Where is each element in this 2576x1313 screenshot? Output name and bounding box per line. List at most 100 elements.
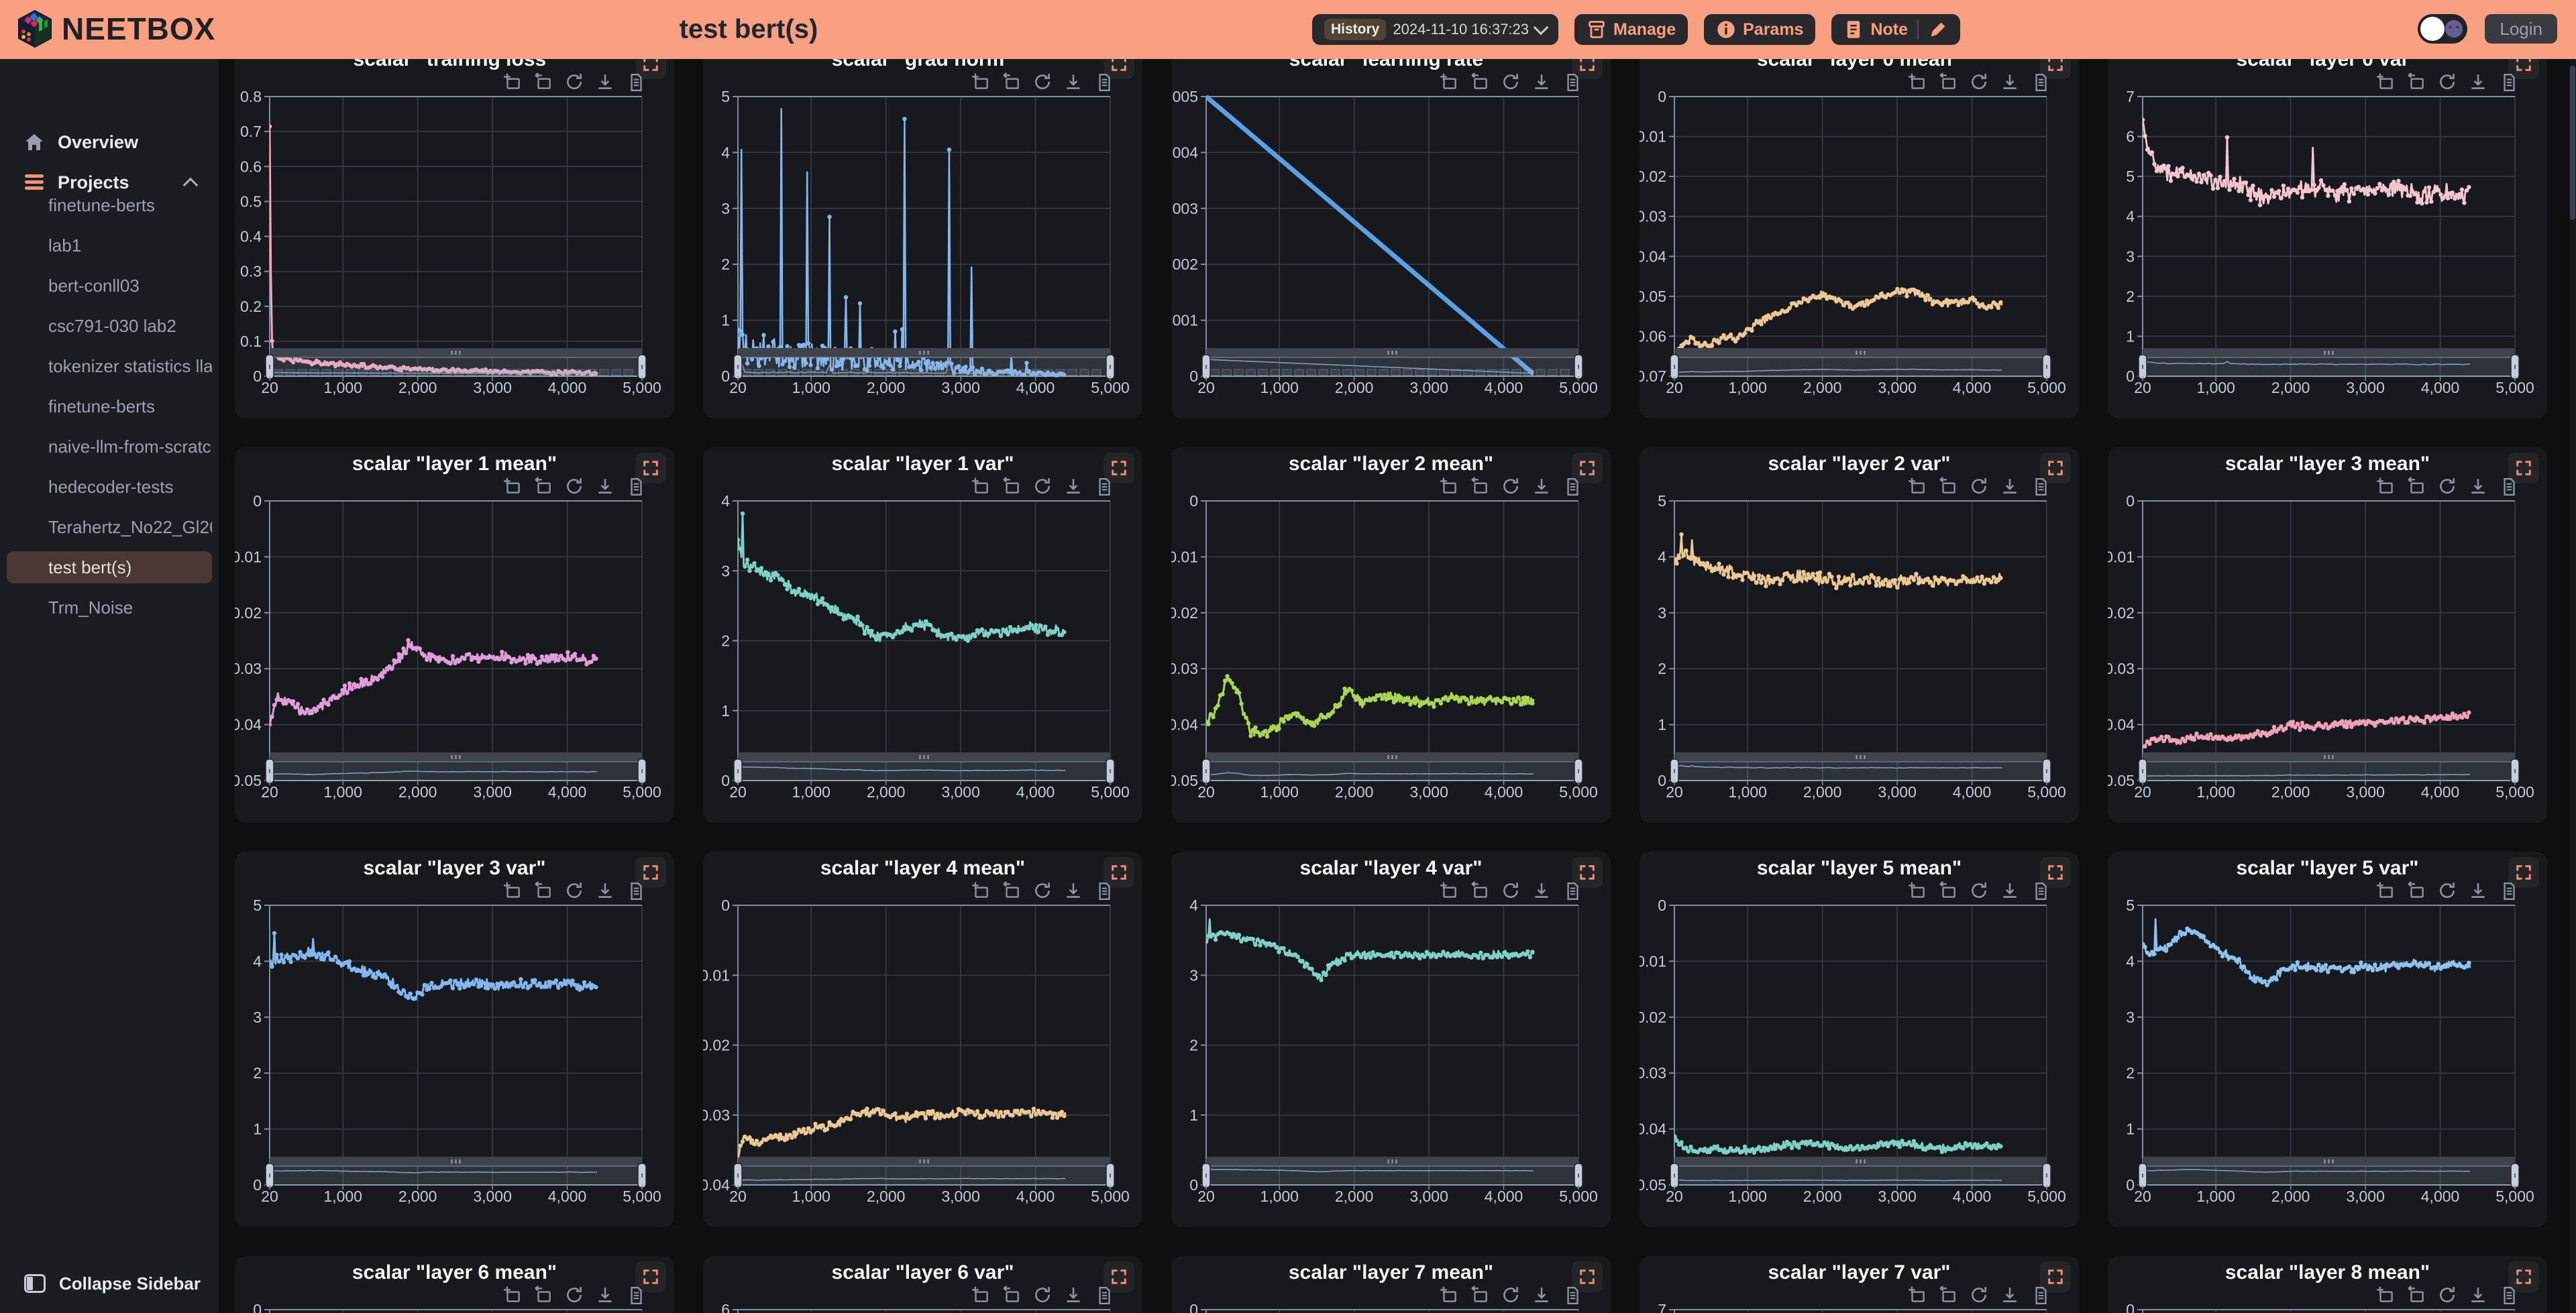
sidebar-project-item[interactable]: finetune-berts <box>48 396 155 416</box>
download-icon[interactable] <box>1063 1286 1083 1306</box>
zoom-select-icon[interactable] <box>1907 477 1927 497</box>
data-view-icon[interactable] <box>1094 881 1114 901</box>
chart-plot[interactable]: 7 6 5 4 3 2 1 020 1,000 2,000 3,000 4,000 5,000 <box>2108 59 2547 418</box>
data-view-icon[interactable] <box>2031 1286 2051 1306</box>
sidebar-project-item[interactable]: Terahertz_No22_Gl261_gl... <box>48 516 212 537</box>
restore-icon[interactable] <box>1032 477 1053 497</box>
chart-plot[interactable]: 4 3 2 1 020 1,000 2,000 3,000 4,000 5,000 <box>703 447 1142 823</box>
zoom-select-icon[interactable] <box>502 72 523 93</box>
zoom-reset-icon[interactable] <box>533 477 553 497</box>
data-view-icon[interactable] <box>1562 881 1582 901</box>
datazoom-slider[interactable] <box>733 348 1115 380</box>
datazoom-slider[interactable] <box>265 752 647 784</box>
datazoom-handle[interactable] <box>637 1163 647 1188</box>
download-icon[interactable] <box>595 1286 615 1306</box>
data-view-icon[interactable] <box>1094 477 1114 497</box>
datazoom-slider[interactable] <box>733 752 1115 784</box>
zoom-select-icon[interactable] <box>1907 1286 1927 1306</box>
data-view-icon[interactable] <box>626 72 646 93</box>
zoom-reset-icon[interactable] <box>1470 881 1490 901</box>
zoom-reset-icon[interactable] <box>2406 1286 2426 1306</box>
datazoom-handle[interactable] <box>2138 1163 2147 1188</box>
restore-icon[interactable] <box>2437 72 2457 93</box>
download-icon[interactable] <box>1063 72 1083 93</box>
download-icon[interactable] <box>1063 477 1083 497</box>
theme-toggle[interactable] <box>2418 14 2468 44</box>
datazoom-handle[interactable] <box>2138 354 2147 380</box>
expand-chart-button[interactable] <box>1104 453 1134 483</box>
sidebar-project-item[interactable]: lab1 <box>48 235 82 255</box>
data-view-icon[interactable] <box>2499 1286 2519 1306</box>
expand-chart-button[interactable] <box>1104 1261 1134 1292</box>
expand-chart-button[interactable] <box>635 453 666 483</box>
data-view-icon[interactable] <box>2031 72 2051 93</box>
data-view-icon[interactable] <box>1562 72 1582 93</box>
zoom-select-icon[interactable] <box>971 881 991 901</box>
history-dropdown[interactable]: History 2024-11-10 16:37:23 <box>1312 14 1559 45</box>
datazoom-handle[interactable] <box>265 1163 274 1188</box>
restore-icon[interactable] <box>564 72 584 93</box>
expand-chart-button[interactable] <box>2508 453 2539 483</box>
restore-icon[interactable] <box>1969 881 1989 901</box>
expand-chart-button[interactable] <box>635 857 666 888</box>
data-view-icon[interactable] <box>1562 477 1582 497</box>
download-icon[interactable] <box>2468 72 2488 93</box>
zoom-select-icon[interactable] <box>1439 881 1459 901</box>
expand-chart-button[interactable] <box>1572 857 1603 888</box>
expand-chart-button[interactable] <box>2508 857 2539 888</box>
zoom-reset-icon[interactable] <box>1938 72 1958 93</box>
zoom-select-icon[interactable] <box>1439 1286 1459 1306</box>
datazoom-handle[interactable] <box>1106 1163 1115 1188</box>
sidebar-project-item[interactable]: hedecoder-tests <box>48 476 174 497</box>
restore-icon[interactable] <box>1969 1286 1989 1306</box>
zoom-reset-icon[interactable] <box>533 72 553 93</box>
restore-icon[interactable] <box>1501 1286 1521 1306</box>
zoom-select-icon[interactable] <box>1439 72 1459 93</box>
zoom-reset-icon[interactable] <box>1470 1286 1490 1306</box>
scrollbar[interactable] <box>2569 59 2576 1313</box>
restore-icon[interactable] <box>2437 477 2457 497</box>
zoom-reset-icon[interactable] <box>533 881 553 901</box>
expand-chart-button[interactable] <box>1104 857 1134 888</box>
download-icon[interactable] <box>2000 881 2020 901</box>
datazoom-slider[interactable] <box>1201 1157 1583 1188</box>
zoom-reset-icon[interactable] <box>2406 477 2426 497</box>
download-icon[interactable] <box>595 881 615 901</box>
data-view-icon[interactable] <box>2031 881 2051 901</box>
zoom-reset-icon[interactable] <box>1938 477 1958 497</box>
note-button-group[interactable]: Note <box>1831 14 1961 45</box>
data-view-icon[interactable] <box>1094 1286 1114 1306</box>
chart-plot[interactable]: 5 4 3 2 1 020 1,000 2,000 3,000 4,000 5,000 <box>235 852 674 1227</box>
restore-icon[interactable] <box>564 881 584 901</box>
data-view-icon[interactable] <box>626 1286 646 1306</box>
chart-plot[interactable]: 0.005 0.004 0.003 0.002 0.001 020 1,000 2,000 3,… <box>1171 59 1611 418</box>
data-view-icon[interactable] <box>2499 477 2519 497</box>
zoom-reset-icon[interactable] <box>1002 477 1022 497</box>
datazoom-handle[interactable] <box>2510 354 2520 380</box>
download-icon[interactable] <box>595 477 615 497</box>
sidebar-project-item[interactable]: bert-conll03 <box>48 275 140 296</box>
data-view-icon[interactable] <box>2499 881 2519 901</box>
datazoom-slider[interactable] <box>733 1157 1115 1188</box>
restore-icon[interactable] <box>1501 72 1521 93</box>
datazoom-slider[interactable] <box>2138 348 2520 380</box>
datazoom-slider[interactable] <box>265 348 647 380</box>
download-icon[interactable] <box>2000 1286 2020 1306</box>
sidebar-project-item[interactable]: tokenizer statistics llama... <box>48 355 212 376</box>
data-view-icon[interactable] <box>626 477 646 497</box>
datazoom-slider[interactable] <box>1201 348 1583 380</box>
datazoom-handle[interactable] <box>637 354 647 380</box>
chart-plot[interactable]: 0.8 0.7 0.6 0.5 0.4 0.3 0.2 0.1 020 1,000 2,000 3,0… <box>235 59 674 418</box>
expand-chart-button[interactable] <box>1572 1261 1603 1292</box>
zoom-select-icon[interactable] <box>502 881 523 901</box>
download-icon[interactable] <box>2000 477 2020 497</box>
zoom-select-icon[interactable] <box>2375 477 2396 497</box>
datazoom-handle[interactable] <box>1201 1163 1211 1188</box>
zoom-reset-icon[interactable] <box>1938 881 1958 901</box>
restore-icon[interactable] <box>1501 881 1521 901</box>
